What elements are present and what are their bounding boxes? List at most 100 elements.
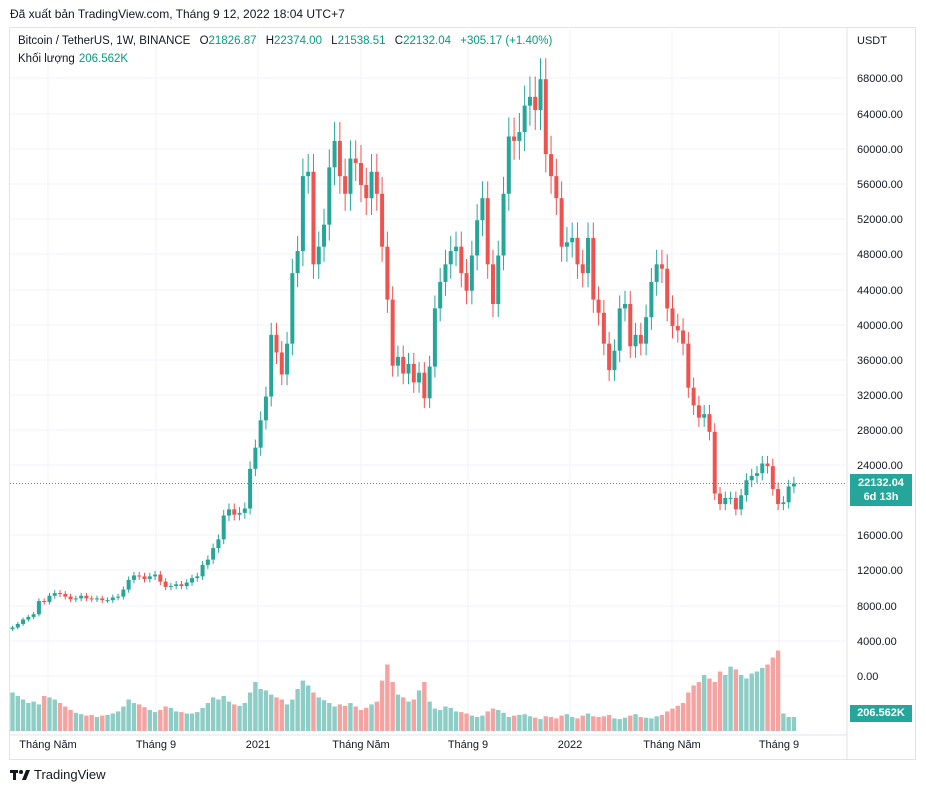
volume-bar xyxy=(659,714,665,731)
volume-bar xyxy=(353,706,358,731)
last-price: 22132.04 xyxy=(858,477,904,489)
candle-body xyxy=(580,264,585,274)
candle-body xyxy=(765,463,770,467)
candle-body xyxy=(791,483,796,487)
candle-body xyxy=(480,198,485,221)
price-tick-label: 64000.00 xyxy=(857,109,903,121)
candle-body xyxy=(675,326,680,331)
volume-bar xyxy=(496,710,501,731)
volume-bar xyxy=(232,704,237,731)
volume-bar xyxy=(696,682,702,731)
candle-body xyxy=(263,396,268,421)
volume-bar xyxy=(437,710,443,731)
candle-body xyxy=(443,264,448,282)
volume-bar xyxy=(406,701,411,731)
candle-body xyxy=(390,299,395,366)
volume-bar xyxy=(163,706,168,731)
change-value: +305.17 (+1.40%) xyxy=(460,35,553,47)
bar-countdown: 6d 13h xyxy=(863,491,899,503)
volume-bar xyxy=(115,711,121,731)
currency-label: USDT xyxy=(857,35,887,47)
low-value: 21538.51 xyxy=(337,35,386,47)
volume-bar xyxy=(395,694,401,731)
candle-body xyxy=(427,366,432,399)
volume-bar xyxy=(31,701,36,731)
candle-body xyxy=(158,574,163,582)
candle-body xyxy=(110,597,115,601)
footer-brand[interactable]: TradingView xyxy=(10,767,106,782)
candle-body xyxy=(369,171,374,199)
volume-bar xyxy=(200,707,205,731)
candle-body xyxy=(353,158,358,163)
candle-body xyxy=(395,356,400,366)
volume-bar xyxy=(327,703,332,731)
candle-body xyxy=(374,171,379,194)
volume-bar xyxy=(147,710,152,731)
volume-bar xyxy=(448,707,453,731)
x-tick-label: 2021 xyxy=(246,739,270,751)
candle-body xyxy=(116,596,121,598)
volume-bar xyxy=(316,697,321,731)
candle-body xyxy=(295,251,300,274)
price-tick-label: 44000.00 xyxy=(857,285,903,297)
volume-bar xyxy=(84,715,89,731)
candle-body xyxy=(432,308,437,367)
volume-bar xyxy=(522,714,527,731)
candle-body xyxy=(448,251,453,265)
candle-body xyxy=(332,140,337,168)
volume-bar xyxy=(564,714,570,731)
candle-body xyxy=(47,595,52,602)
volume-bar xyxy=(580,715,585,731)
volume-bar xyxy=(216,699,221,731)
candle-body xyxy=(607,343,612,371)
chart-frame xyxy=(9,27,916,760)
volume-bar xyxy=(543,716,548,731)
price-tick-label: 0.00 xyxy=(857,671,878,683)
price-tick-label: 32000.00 xyxy=(857,390,903,402)
candle-body xyxy=(438,281,443,309)
candle-body xyxy=(52,593,57,596)
volume-bar xyxy=(765,664,770,731)
candle-body xyxy=(490,264,495,304)
candle-body xyxy=(253,447,258,469)
volume-bar xyxy=(263,690,269,731)
volume-bar xyxy=(131,703,137,731)
candle-body xyxy=(691,387,696,406)
volume-bar xyxy=(485,711,490,731)
candle-body xyxy=(770,466,775,490)
volume-bar xyxy=(612,718,617,731)
candle-body xyxy=(485,198,490,265)
candle-body xyxy=(744,480,749,496)
candle-body xyxy=(411,363,416,383)
volume-bar xyxy=(47,697,52,731)
volume-bar xyxy=(585,713,591,731)
ohlc-legend: Bitcoin / TetherUS, 1W, BINANCE O21826.8… xyxy=(18,35,552,47)
volume-bar xyxy=(517,714,522,731)
candle-body xyxy=(311,171,316,265)
volume-bar xyxy=(469,715,475,731)
candle-body xyxy=(15,623,20,628)
volume-bar xyxy=(744,678,749,731)
volume-bar xyxy=(617,719,622,731)
volume-bar xyxy=(754,671,760,731)
candle-body xyxy=(702,414,707,418)
candle-body xyxy=(380,193,385,247)
volume-bar xyxy=(506,717,512,731)
volume-bar xyxy=(247,692,253,731)
candle-body xyxy=(179,584,184,587)
volume-bar xyxy=(305,685,311,731)
price-tick-label: 60000.00 xyxy=(857,144,903,156)
candle-body xyxy=(131,575,136,580)
volume-bar xyxy=(68,710,73,731)
symbol-name: Bitcoin / TetherUS, 1W, BINANCE xyxy=(18,35,191,47)
volume-bar xyxy=(121,706,126,731)
volume-bar xyxy=(723,675,728,731)
candle-body xyxy=(84,595,89,599)
volume-bar xyxy=(173,711,179,731)
volume-bar xyxy=(501,712,506,731)
candle-body xyxy=(242,508,247,513)
candle-body xyxy=(100,598,105,601)
high-label: H xyxy=(265,35,274,47)
candle-body xyxy=(290,273,295,344)
